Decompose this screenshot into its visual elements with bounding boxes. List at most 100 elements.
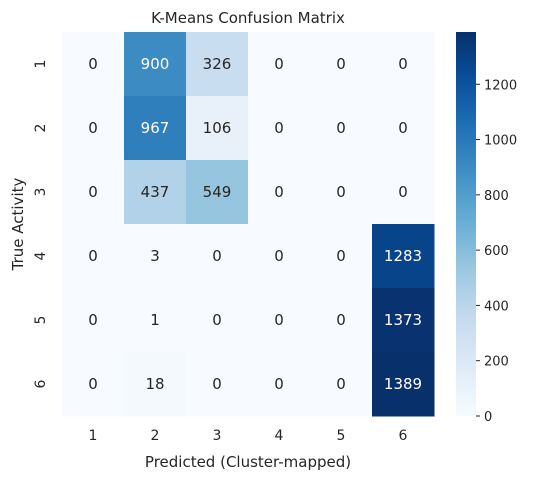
heatmap-cell	[310, 32, 373, 97]
heatmap-cell	[310, 224, 373, 289]
heatmap-cell	[186, 160, 249, 225]
cell-value-label: 0	[88, 375, 98, 393]
cell-value-label: 0	[336, 311, 346, 329]
heatmap-cell	[372, 352, 435, 417]
cell-value-label: 0	[212, 247, 222, 265]
heatmap-cell	[372, 96, 435, 161]
cell-value-label: 0	[88, 183, 98, 201]
heatmap-cell	[248, 352, 311, 417]
cell-value-label: 0	[274, 55, 284, 73]
colorbar-tick-label: 400	[484, 299, 509, 314]
cell-value-label: 0	[274, 183, 284, 201]
y-tick-label: 5	[33, 316, 49, 325]
cell-value-label: 0	[398, 119, 408, 137]
heatmap-cell	[124, 96, 187, 161]
heatmap-cell	[248, 160, 311, 225]
cell-value-label: 900	[141, 55, 170, 73]
colorbar-tick-label: 1200	[484, 78, 517, 93]
heatmap-cell	[62, 32, 125, 97]
heatmap-cell	[372, 32, 435, 97]
cell-value-label: 18	[145, 375, 164, 393]
cell-value-label: 437	[141, 183, 170, 201]
heatmap-cell	[186, 224, 249, 289]
colorbar-gradient	[456, 32, 476, 416]
cell-value-label: 0	[336, 375, 346, 393]
heatmap-cell	[248, 224, 311, 289]
x-axis-label: Predicted (Cluster-mapped)	[145, 453, 351, 471]
heatmap-cell	[62, 352, 125, 417]
heatmap-cell	[310, 352, 373, 417]
x-tick-label: 1	[89, 428, 98, 444]
cell-value-label: 0	[212, 311, 222, 329]
cell-value-label: 0	[336, 247, 346, 265]
heatmap-cell	[124, 160, 187, 225]
heatmap-cell	[248, 96, 311, 161]
cell-value-label: 0	[88, 119, 98, 137]
cell-value-label: 0	[212, 375, 222, 393]
x-tick-label: 2	[151, 428, 160, 444]
y-axis-ticks: 1 2 3 4 5 6	[33, 60, 49, 389]
heatmap-cell	[124, 288, 187, 353]
heatmap-cell	[186, 288, 249, 353]
cell-value-label: 0	[398, 55, 408, 73]
cell-value-label: 0	[88, 247, 98, 265]
cell-value-label: 3	[150, 247, 160, 265]
colorbar: 0 200 400 600 800 1000 1200	[456, 32, 517, 425]
heatmap-cell	[372, 160, 435, 225]
cell-value-label: 1	[150, 311, 160, 329]
heatmap-cell	[62, 288, 125, 353]
cell-value-label: 0	[398, 183, 408, 201]
y-tick-label: 3	[33, 188, 49, 197]
cell-value-label: 0	[274, 311, 284, 329]
x-tick-label: 4	[275, 428, 284, 444]
cell-value-label: 0	[336, 119, 346, 137]
cell-value-label: 1283	[384, 247, 422, 265]
heatmap-cell	[186, 96, 249, 161]
heatmap-cell	[310, 160, 373, 225]
heatmap-cell	[124, 32, 187, 97]
heatmap-cell	[248, 288, 311, 353]
y-axis-label: True Activity	[9, 178, 27, 272]
heatmap-cell	[62, 224, 125, 289]
cell-value-label: 0	[274, 247, 284, 265]
colorbar-tick-label: 1000	[484, 134, 517, 149]
cell-value-label: 326	[203, 55, 232, 73]
heatmap-cell	[62, 160, 125, 225]
heatmap-cell	[124, 352, 187, 417]
cell-value-label: 0	[88, 55, 98, 73]
cell-value-label: 106	[203, 119, 232, 137]
cell-value-label: 0	[274, 375, 284, 393]
y-tick-label: 2	[33, 124, 49, 133]
y-tick-label: 1	[33, 60, 49, 69]
x-tick-label: 5	[337, 428, 346, 444]
cell-value-label: 0	[336, 183, 346, 201]
cell-value-label: 0	[274, 119, 284, 137]
colorbar-tick-label: 600	[484, 244, 509, 259]
heatmap-cell	[372, 288, 435, 353]
y-tick-label: 6	[33, 379, 49, 388]
heatmap-cell	[372, 224, 435, 289]
heatmap-cell	[310, 96, 373, 161]
y-tick-label: 4	[33, 251, 49, 260]
cell-value-label: 1389	[384, 375, 422, 393]
cell-value-label: 0	[336, 55, 346, 73]
colorbar-tick-label: 0	[484, 410, 492, 425]
x-tick-label: 3	[213, 428, 222, 444]
colorbar-tick-label: 200	[484, 355, 509, 370]
heatmap-cell	[248, 32, 311, 97]
cell-value-label: 967	[141, 119, 170, 137]
heatmap-cell	[186, 352, 249, 417]
x-axis-ticks: 1 2 3 4 5 6	[89, 428, 408, 444]
chart-title: K-Means Confusion Matrix	[151, 9, 345, 27]
heatmap-cell	[62, 96, 125, 161]
heatmap-cells: 0 900 326 0 0 0 0 967 106 0 0 0 0 437 549 0 0 0 0 3 0 0 0 1283 0…	[62, 32, 435, 417]
colorbar-tick-label: 800	[484, 189, 509, 204]
heatmap-cell	[186, 32, 249, 97]
cell-value-label: 0	[88, 311, 98, 329]
heatmap-cell	[310, 288, 373, 353]
heatmap-cell	[124, 224, 187, 289]
cell-value-label: 549	[203, 183, 232, 201]
cell-value-label: 1373	[384, 311, 422, 329]
x-tick-label: 6	[399, 428, 408, 444]
